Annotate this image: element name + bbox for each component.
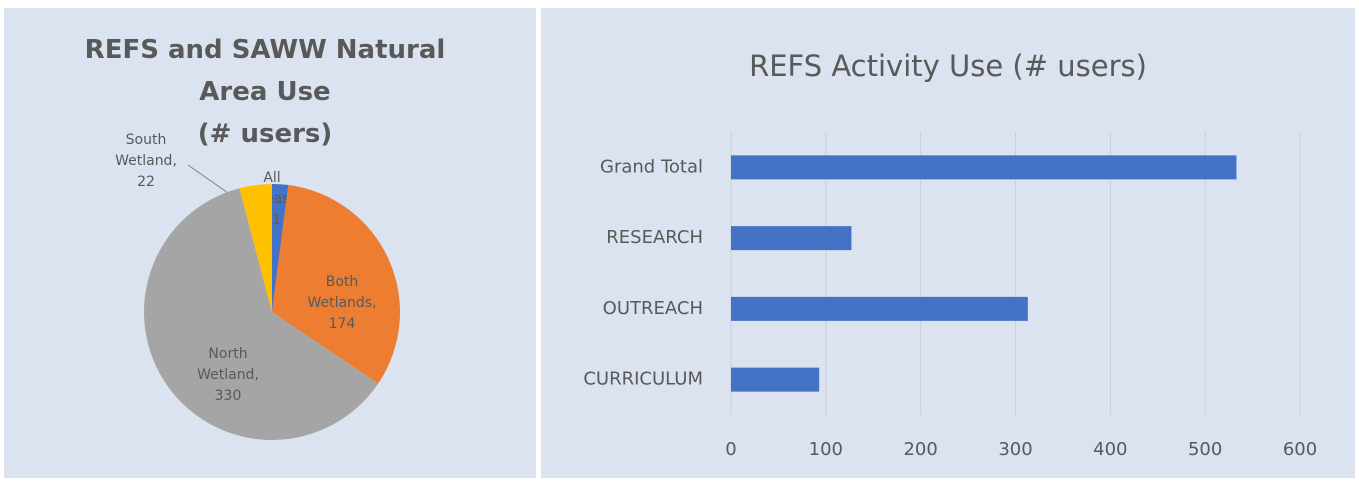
bar-panel	[541, 8, 1355, 478]
x-tick-label: 200	[903, 439, 937, 460]
bar	[731, 226, 852, 251]
pie-slice	[272, 185, 401, 384]
x-tick-label: 0	[725, 439, 736, 460]
pie-slice	[272, 184, 289, 312]
slice-value: 22	[137, 174, 155, 190]
x-tick-label: 100	[809, 439, 843, 460]
x-tick-label: 400	[1093, 439, 1127, 460]
y-tick-label: OUTREACH	[603, 298, 703, 319]
x-tick-label: 500	[1188, 439, 1222, 460]
x-tick-label: 300	[998, 439, 1032, 460]
y-tick-label: RESEARCH	[606, 227, 703, 248]
x-tick-label: 600	[1283, 439, 1317, 460]
slice-label: North Wetland,	[197, 346, 259, 383]
chart-title: REFS Activity Use (# users)	[749, 49, 1147, 83]
chart-title: REFS and SAWW Natural Area Use (# users)	[85, 35, 446, 149]
slice-label: Both Wetlands,	[307, 274, 376, 311]
pie-slice	[144, 188, 379, 441]
bar	[731, 367, 820, 392]
slice-label: South Wetland,	[115, 132, 177, 169]
pie-slice	[239, 184, 272, 312]
slice-value: 174	[329, 316, 356, 332]
y-tick-label: Grand Total	[600, 156, 703, 177]
bar	[731, 296, 1028, 321]
bar	[731, 155, 1237, 180]
slice-value: 330	[215, 388, 242, 404]
y-tick-label: CURRICULUM	[583, 369, 703, 390]
